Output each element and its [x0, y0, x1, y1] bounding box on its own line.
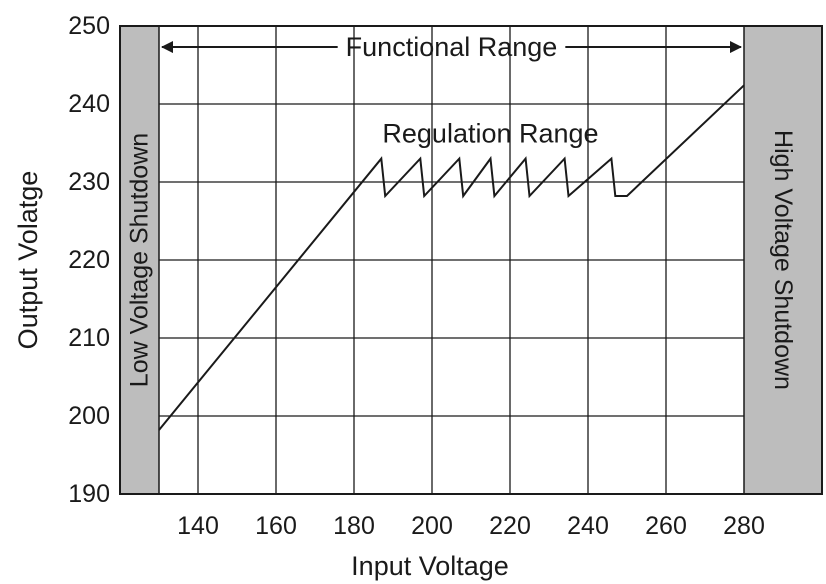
functional-range-label: Functional Range — [346, 32, 558, 62]
y-tick-label: 230 — [68, 168, 110, 196]
shutdown-regions: Low Voltage Shutdown High Voltage Shutdow… — [120, 26, 822, 494]
x-tick-label: 260 — [645, 512, 687, 540]
x-tick-label: 240 — [567, 512, 609, 540]
x-tick-label: 180 — [333, 512, 375, 540]
annotations: Functional Range Regulation Range — [161, 32, 742, 149]
y-tick-label: 250 — [68, 12, 110, 40]
series-line — [158, 84, 745, 431]
plot-frame — [119, 25, 823, 495]
x-axis-title: Input Voltage — [351, 551, 509, 581]
series — [158, 84, 745, 431]
y-tick-label: 210 — [68, 324, 110, 352]
regulation-range-label: Regulation Range — [382, 119, 598, 149]
y-tick-label: 200 — [68, 402, 110, 430]
x-tick-label: 140 — [177, 512, 219, 540]
x-tick-label: 160 — [255, 512, 297, 540]
y-tick-label: 220 — [68, 246, 110, 274]
x-tick-label: 220 — [489, 512, 531, 540]
high-shutdown-region — [744, 26, 822, 494]
y-tick-label: 240 — [68, 90, 110, 118]
y-tick-label: 190 — [68, 480, 110, 508]
x-tick-label: 280 — [723, 512, 765, 540]
y-axis-title: Output Volatge — [13, 171, 43, 350]
low-shutdown-label: Low Voltage Shutdown — [126, 133, 154, 387]
x-tick-label: 200 — [411, 512, 453, 540]
high-shutdown-label: High Voltage Shutdown — [769, 130, 797, 390]
tick-labels: 190 200 210 220 230 240 250 140 160 180 200 220 240 2… — [68, 12, 765, 540]
grid — [158, 26, 745, 494]
low-shutdown-region — [120, 26, 159, 494]
